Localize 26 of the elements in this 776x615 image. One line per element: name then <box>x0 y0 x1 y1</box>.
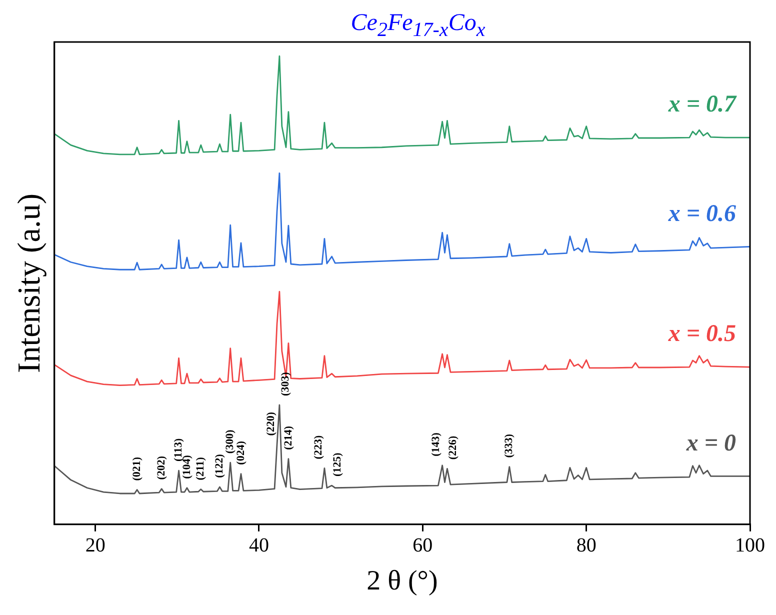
annotation: (143) <box>430 432 442 456</box>
annotation: (125) <box>332 452 344 477</box>
annotation: (122) <box>214 454 226 478</box>
annotation: (223) <box>312 435 324 460</box>
annotation: (303) <box>279 372 292 396</box>
x-tick-label: 60 <box>412 534 433 557</box>
annotation: (300) <box>224 429 236 454</box>
x-tick-label: 80 <box>576 534 596 557</box>
x-axis-title: 2 θ (°) <box>366 566 438 597</box>
chart-title: Ce$_{2}$Fe$_{17-x}$Co$_{x}$ <box>350 9 486 41</box>
annotation: (202) <box>155 456 168 480</box>
x-tick-label: 40 <box>248 534 269 557</box>
x-tick-label: 20 <box>85 534 106 557</box>
annotation: (211) <box>194 456 207 480</box>
series-label: x = 0.5 <box>667 321 736 348</box>
annotation: (214) <box>282 426 294 450</box>
annotation: (024) <box>234 440 247 465</box>
series-label: x = 0.6 <box>667 200 736 227</box>
annotation: (220) <box>264 412 277 436</box>
series-label: x = 0 <box>685 430 736 456</box>
annotation: (021) <box>130 456 143 481</box>
y-axis-title: Intensity (a.u) <box>10 193 47 373</box>
annotation: (226) <box>447 436 460 460</box>
annotation: (333) <box>503 434 516 458</box>
series-label: x = 0.7 <box>667 92 737 118</box>
x-tick-label: 100 <box>735 534 765 557</box>
